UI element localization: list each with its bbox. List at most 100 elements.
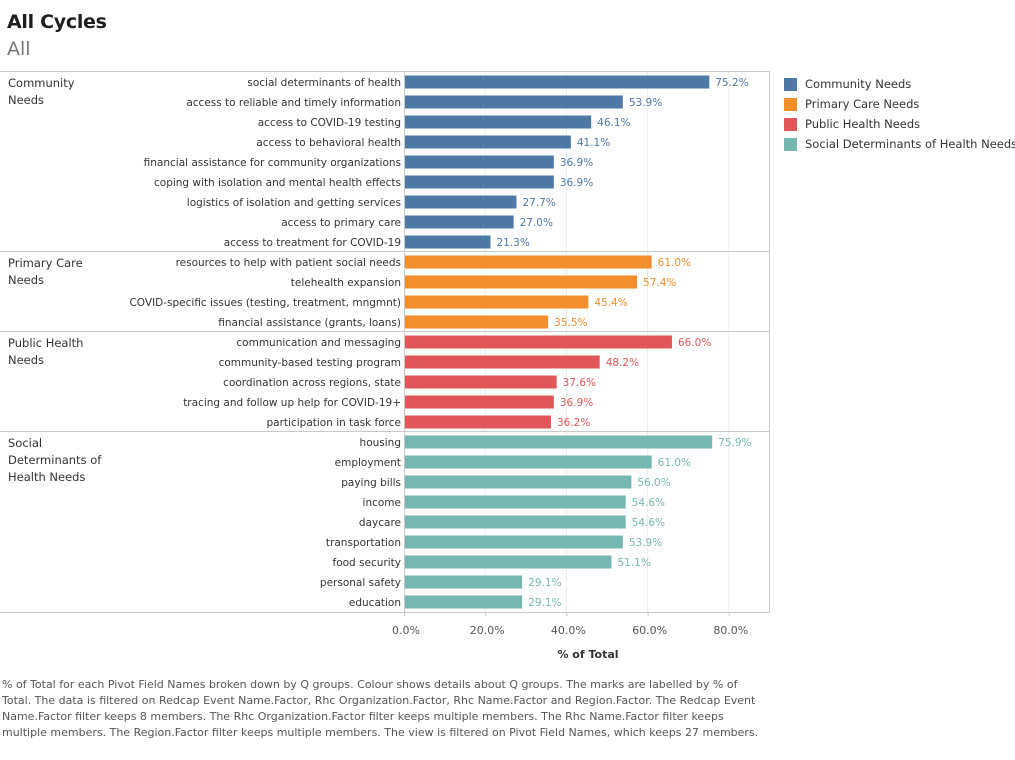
data-label: 48.2% xyxy=(606,357,639,369)
category-label: daycare xyxy=(359,517,401,529)
bar[interactable] xyxy=(405,335,672,349)
bar[interactable] xyxy=(405,155,554,169)
group-label: Needs xyxy=(8,353,44,367)
bar[interactable] xyxy=(405,375,557,389)
x-tick-label: 40.0% xyxy=(551,624,586,637)
data-label: 36.9% xyxy=(560,177,593,189)
data-label: 54.6% xyxy=(632,517,665,529)
group-label: Public Health xyxy=(8,336,83,350)
category-label: access to reliable and timely informatio… xyxy=(186,97,401,109)
bar[interactable] xyxy=(405,235,491,249)
data-label: 51.1% xyxy=(617,557,650,569)
data-label: 75.2% xyxy=(715,77,748,89)
category-label: access to treatment for COVID-19 xyxy=(224,237,401,249)
category-label: community-based testing program xyxy=(219,357,401,369)
data-label: 27.0% xyxy=(520,217,553,229)
data-label: 53.9% xyxy=(629,97,662,109)
legend-label: Social Determinants of Health Needs xyxy=(805,137,1015,151)
bar[interactable] xyxy=(405,95,623,109)
legend-label: Primary Care Needs xyxy=(805,97,920,111)
data-label: 46.1% xyxy=(597,117,630,129)
category-label: communication and messaging xyxy=(236,337,401,349)
data-label: 57.4% xyxy=(643,277,676,289)
category-label: food security xyxy=(333,557,401,569)
legend-swatch xyxy=(784,117,797,131)
group-label: Health Needs xyxy=(8,470,85,484)
legend-label: Community Needs xyxy=(805,77,912,91)
data-label: 56.0% xyxy=(637,477,670,489)
bar[interactable] xyxy=(405,175,554,189)
category-label: access to primary care xyxy=(281,217,401,229)
category-label: social determinants of health xyxy=(247,77,401,89)
bar-chart: Community Needs social determinants of hea… xyxy=(0,71,770,661)
bar[interactable] xyxy=(405,555,612,569)
category-label: personal safety xyxy=(320,577,401,589)
bar[interactable] xyxy=(405,195,517,209)
legend-swatch xyxy=(784,137,797,151)
data-label: 45.4% xyxy=(594,297,627,309)
group-label: Community xyxy=(8,76,75,90)
bar[interactable] xyxy=(405,215,514,229)
x-tick-label: 60.0% xyxy=(632,624,667,637)
bar[interactable] xyxy=(405,115,592,129)
data-label: 36.9% xyxy=(560,397,593,409)
group-label: Social xyxy=(8,436,42,450)
bar[interactable] xyxy=(405,575,523,589)
data-label: 53.9% xyxy=(629,537,662,549)
bar[interactable] xyxy=(405,295,589,309)
category-label: access to COVID-19 testing xyxy=(258,117,401,129)
bar[interactable] xyxy=(405,315,549,329)
category-label: income xyxy=(363,497,401,509)
legend-label: Public Health Needs xyxy=(805,117,921,131)
bar[interactable] xyxy=(405,595,523,609)
legend-item-social-determinants[interactable]: Social Determinants of Health Needs xyxy=(784,134,1015,154)
bar[interactable] xyxy=(405,475,632,489)
bar[interactable] xyxy=(405,455,652,469)
group-label: Primary Care xyxy=(8,256,83,270)
group-label: Needs xyxy=(8,93,44,107)
bar[interactable] xyxy=(405,535,623,549)
data-label: 29.1% xyxy=(528,597,561,609)
legend-swatch xyxy=(784,97,797,111)
legend-swatch xyxy=(784,77,797,91)
category-label: logistics of isolation and getting servi… xyxy=(187,197,401,209)
bar[interactable] xyxy=(405,495,626,509)
bar[interactable] xyxy=(405,255,652,269)
category-label: financial assistance for community organ… xyxy=(144,157,401,169)
category-label: access to behavioral health xyxy=(256,137,401,149)
bar[interactable] xyxy=(405,415,551,429)
bar[interactable] xyxy=(405,135,571,149)
category-label: coordination across regions, state xyxy=(223,377,401,389)
bar[interactable] xyxy=(405,515,626,529)
category-label: participation in task force xyxy=(267,417,401,429)
group-label: Determinants of xyxy=(8,453,102,467)
legend-item-public-health-needs[interactable]: Public Health Needs xyxy=(784,114,1015,134)
bar[interactable] xyxy=(405,355,600,369)
x-axis-title: % of Total xyxy=(557,648,618,661)
category-label: housing xyxy=(360,437,401,449)
data-label: 36.2% xyxy=(557,417,590,429)
category-label: education xyxy=(349,597,401,609)
data-label: 36.9% xyxy=(560,157,593,169)
data-label: 75.9% xyxy=(718,437,751,449)
group-label: Needs xyxy=(8,273,44,287)
chart-caption: % of Total for each Pivot Field Names br… xyxy=(2,678,759,739)
legend-item-community-needs[interactable]: Community Needs xyxy=(784,74,1015,94)
category-label: COVID-specific issues (testing, treatmen… xyxy=(129,297,401,309)
legend-item-primary-care-needs[interactable]: Primary Care Needs xyxy=(784,94,1015,114)
data-label: 27.7% xyxy=(522,197,555,209)
data-label: 21.3% xyxy=(496,237,529,249)
chart-subtitle: All xyxy=(7,38,31,60)
bar[interactable] xyxy=(405,275,638,289)
category-label: resources to help with patient social ne… xyxy=(176,257,401,269)
category-label: tracing and follow up help for COVID-19+ xyxy=(183,397,401,409)
data-label: 54.6% xyxy=(632,497,665,509)
category-label: telehealth expansion xyxy=(291,277,401,289)
bar[interactable] xyxy=(405,435,713,449)
bar[interactable] xyxy=(405,395,554,409)
data-label: 61.0% xyxy=(658,457,691,469)
category-label: transportation xyxy=(326,537,401,549)
category-label: coping with isolation and mental health … xyxy=(154,177,401,189)
category-label: paying bills xyxy=(341,477,401,489)
bar[interactable] xyxy=(405,75,710,89)
